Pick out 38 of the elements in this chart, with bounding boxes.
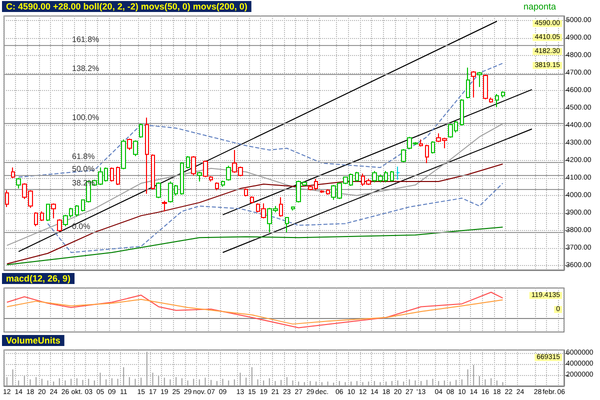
candlestick — [244, 188, 248, 197]
candlestick — [401, 148, 406, 163]
chart-title: VolumeUnits — [6, 336, 60, 346]
candlestick — [75, 204, 79, 218]
annotation: 100.0% — [72, 113, 100, 122]
candlestick — [162, 200, 167, 212]
chart-subtitle: naponta — [523, 2, 556, 12]
candlestick — [221, 180, 225, 188]
candlestick — [34, 212, 38, 227]
candlestick — [11, 167, 15, 179]
line-series — [18, 62, 504, 178]
annotation: 0.0% — [72, 222, 90, 231]
annotation: 161.8% — [72, 35, 100, 44]
candlestick — [250, 196, 254, 204]
candlestick — [285, 216, 289, 233]
candlestick — [145, 117, 149, 194]
candlestick — [40, 210, 44, 222]
annotation: 61.8% — [72, 152, 95, 161]
candlestick — [425, 144, 429, 164]
candlestick — [396, 166, 400, 180]
chart-title: C: 4590.00 +28.00 boll(20, 2, -2) movs(50, 0) movs(200, 0) — [6, 2, 248, 12]
candlestick — [139, 123, 143, 138]
candlestick — [110, 167, 114, 182]
line-series — [6, 164, 504, 264]
candlestick — [431, 140, 435, 154]
candlestick — [460, 98, 464, 126]
annotation: 138.2% — [72, 64, 100, 74]
candlestick — [215, 182, 219, 191]
candlestick — [495, 93, 499, 108]
chart-title: macd(12, 26, 9) — [6, 274, 71, 284]
annotation: 50.0% — [72, 164, 95, 174]
candlestick — [320, 190, 324, 194]
candlestick — [501, 90, 505, 98]
candlestick — [180, 162, 184, 196]
candlestick — [466, 67, 470, 99]
candlestick — [355, 171, 359, 182]
candlestick — [291, 206, 295, 211]
candlestick — [390, 170, 394, 182]
